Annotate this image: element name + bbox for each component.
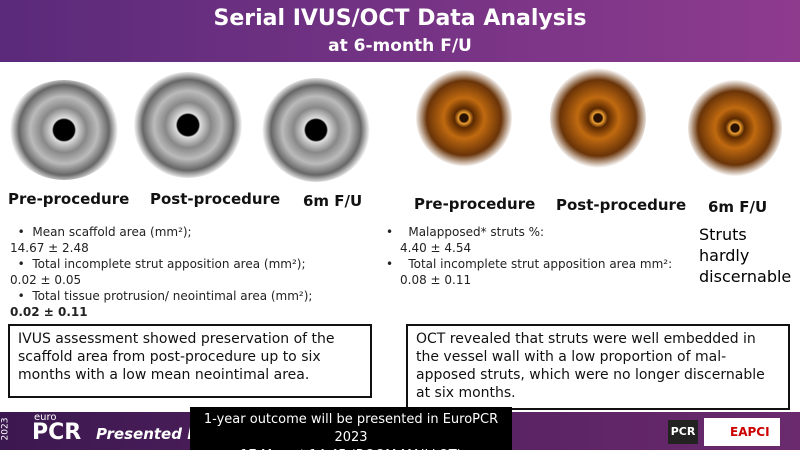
year: 2023 [0, 417, 11, 441]
image-label: Post-procedure [150, 190, 281, 208]
header [0, 0, 800, 62]
ivus-summary: IVUS assessment showed preservation of t… [8, 324, 372, 398]
bullet: • Total incomplete strut apposition area… [10, 257, 306, 271]
bullet-text: Mean scaffold area (mm²); [32, 225, 192, 239]
logo-pcr: PCR [668, 420, 698, 444]
oct-image [550, 68, 646, 168]
subtitle: at 6-month F/U [328, 36, 472, 56]
oct-image [416, 70, 512, 166]
oct-bullets: • Malapposed* struts %: 4.40 ± 4.54 • To… [386, 224, 696, 288]
bullet-value: 4.40 ± 4.54 [400, 241, 472, 255]
ivus-bullets: • Mean scaffold area (mm²); 14.67 ± 2.48… [10, 224, 380, 320]
logo: PCR [32, 420, 82, 445]
image-label: Pre-procedure [8, 190, 130, 208]
bullet-text: Total incomplete strut apposition area m… [408, 257, 673, 271]
slide: Serial IVUS/OCT Data Analysis at 6-month… [0, 0, 800, 450]
ivus-image [8, 80, 120, 180]
title: Serial IVUS/OCT Data Analysis [213, 6, 587, 31]
bullet-text: Total incomplete strut apposition area (… [32, 257, 306, 271]
bullet-value: 14.67 ± 2.48 [10, 241, 89, 255]
bullet-value: 0.02 ± 0.11 [10, 305, 88, 319]
bullet-text: Malapposed* struts %: [408, 225, 545, 239]
bullet: • Mean scaffold area (mm²); [10, 225, 192, 239]
presented-by: Presented by [96, 425, 208, 443]
note: Struts hardly discernable [699, 225, 792, 286]
image-label: Pre-procedure [414, 195, 536, 213]
bullet-text: Total tissue protrusion/ neointimal area… [32, 289, 313, 303]
logo-small: euro [34, 412, 57, 423]
image-label: 6m F/U [303, 192, 363, 210]
bullet-value: 0.02 ± 0.05 [10, 273, 82, 287]
ivus-image [262, 78, 370, 182]
oct-image [688, 80, 782, 176]
bullet: • Total incomplete strut apposition area… [386, 257, 673, 271]
image-label: 6m F/U [708, 198, 768, 216]
ivus-image [134, 72, 242, 178]
bullet: • Malapposed* struts %: [386, 225, 545, 239]
oct-summary: OCT revealed that struts were well embed… [406, 324, 790, 410]
image-label: Post-procedure [556, 196, 687, 214]
bullet-value: 0.08 ± 0.11 [400, 273, 472, 287]
announcement-line: 1-year outcome will be presented in Euro… [203, 412, 499, 445]
announcement: 1-year outcome will be presented in Euro… [190, 407, 512, 463]
bullet: • Total tissue protrusion/ neointimal ar… [10, 289, 313, 303]
logo-eapci: EAPCI [704, 418, 780, 446]
